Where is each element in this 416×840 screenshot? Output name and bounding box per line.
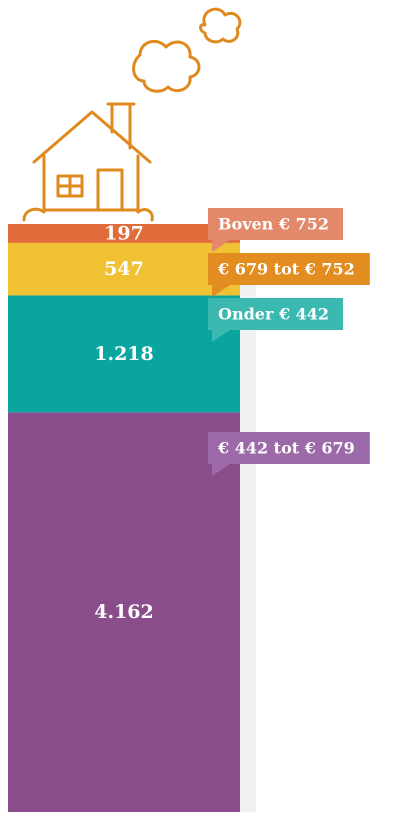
value-label: 547 — [104, 258, 144, 280]
legend-label: € 679 tot € 752 — [217, 260, 355, 279]
value-label: 1.218 — [94, 343, 154, 365]
shadow-strip — [240, 256, 256, 812]
chart: 4.162 1.218 547 197 € 442 tot € 679 Onder € 4… — [0, 0, 416, 840]
value-label: 4.162 — [94, 601, 154, 623]
legend-label: € 442 tot € 679 — [217, 439, 355, 458]
house-icon — [24, 9, 240, 220]
legend-label: Onder € 442 — [218, 305, 329, 324]
legend-label: Boven € 752 — [218, 215, 329, 234]
value-label: 197 — [104, 222, 144, 244]
